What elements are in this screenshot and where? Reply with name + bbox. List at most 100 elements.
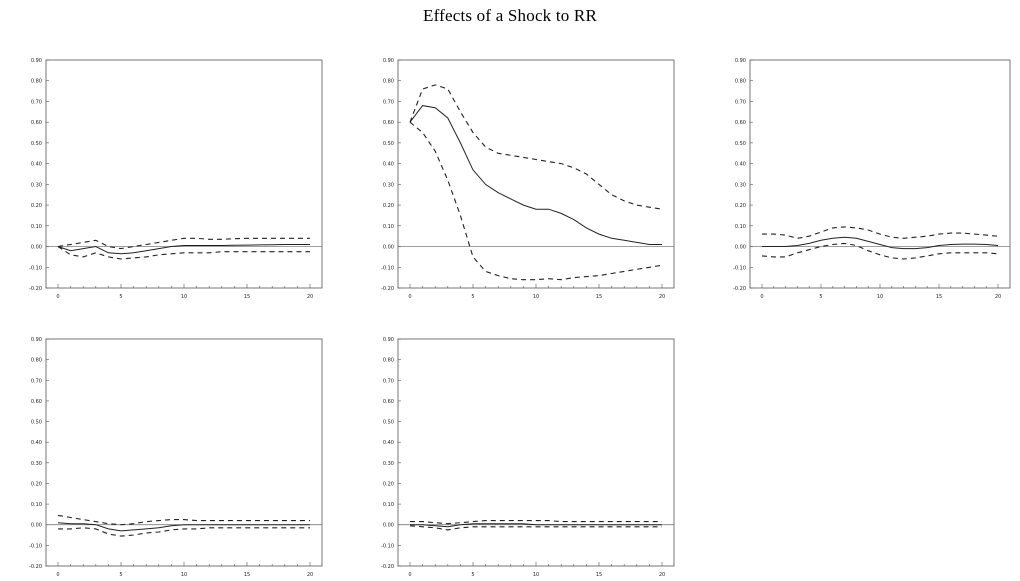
- y-tick-label: 0.30: [31, 182, 42, 188]
- panel-frame: [397, 338, 675, 567]
- x-tick-label: 15: [244, 294, 250, 300]
- y-tick-label: 0.40: [31, 162, 42, 168]
- y-tick-label: 0.00: [31, 523, 42, 529]
- panel-frame: [397, 59, 675, 289]
- y-tick-label: 0.40: [383, 440, 394, 446]
- response-line: [57, 244, 310, 255]
- x-tick-label: 0: [760, 294, 763, 300]
- y-tick-label: 0.60: [31, 399, 42, 405]
- y-tick-label: 0.80: [383, 358, 394, 364]
- y-tick-label: 0.10: [383, 502, 394, 508]
- upper-band-line: [57, 237, 310, 250]
- y-tick-label: 0.80: [31, 79, 42, 85]
- y-tick-label: 0.00: [735, 245, 746, 251]
- lower-band-line: [761, 242, 999, 260]
- x-tick-label: 5: [471, 294, 474, 300]
- y-tick-label: 0.90: [735, 58, 746, 64]
- y-tick-label: -0.20: [381, 286, 394, 292]
- panel-frame: [45, 338, 323, 567]
- x-tick-label: 20: [659, 572, 665, 578]
- x-tick-label: 5: [119, 294, 122, 300]
- x-tick-label: 10: [877, 294, 883, 300]
- panel-1: -0.20 -0.10 0.00 0.10 0.20 0.30 0.40 0.50 0.60 0.…: [29, 58, 323, 300]
- y-tick-label: 0.90: [31, 58, 42, 64]
- panel-2: -0.20 -0.10 0.00 0.10 0.20 0.30 0.40 0.50 0.60 0.…: [381, 58, 675, 300]
- y-tick-label: -0.20: [29, 286, 42, 292]
- response-line: [57, 522, 310, 532]
- x-tick-label: 20: [307, 572, 313, 578]
- y-tick-label: 0.90: [383, 58, 394, 64]
- y-tick-label: -0.10: [29, 543, 42, 549]
- y-tick-label: 0.10: [31, 224, 42, 230]
- y-tick-label: 0.60: [31, 120, 42, 126]
- panel-4: -0.20 -0.10 0.00 0.10 0.20 0.30 0.40 0.50 0.60 0.…: [29, 337, 323, 578]
- y-tick-label: 0.90: [31, 337, 42, 343]
- y-tick-label: 0.10: [31, 502, 42, 508]
- lower-band-line: [58, 527, 310, 537]
- y-tick-label: 0.50: [383, 141, 394, 147]
- y-tick-label: 0.10: [735, 224, 746, 230]
- upper-band-line: [409, 84, 663, 210]
- panel-frame: [45, 59, 323, 289]
- x-tick-label: 20: [307, 294, 313, 300]
- panel-5: -0.20 -0.10 0.00 0.10 0.20 0.30 0.40 0.50 0.60 0.…: [381, 337, 675, 578]
- y-tick-label: -0.10: [29, 265, 42, 271]
- y-tick-label: 0.60: [735, 120, 746, 126]
- panel-frame: [749, 59, 1011, 289]
- y-tick-label: 0.50: [735, 141, 746, 147]
- y-tick-label: 0.70: [383, 378, 394, 384]
- y-tick-label: 0.80: [735, 79, 746, 85]
- response-line: [410, 523, 662, 528]
- x-tick-label: 15: [244, 572, 250, 578]
- x-tick-label: 0: [408, 572, 411, 578]
- x-tick-label: 20: [659, 294, 665, 300]
- y-tick-label: 0.30: [31, 461, 42, 467]
- upper-band-line: [762, 226, 999, 239]
- y-tick-label: 0.00: [383, 523, 394, 529]
- x-tick-label: 15: [596, 572, 602, 578]
- y-tick-label: -0.20: [381, 564, 394, 570]
- y-tick-label: 0.30: [383, 461, 394, 467]
- x-tick-label: 0: [56, 294, 59, 300]
- x-tick-label: 10: [533, 294, 539, 300]
- y-tick-label: 0.80: [31, 358, 42, 364]
- response-line: [762, 236, 999, 250]
- response-line: [409, 105, 662, 245]
- y-tick-label: 0.20: [383, 481, 394, 487]
- y-tick-label: 0.10: [383, 224, 394, 230]
- lower-band-line: [409, 121, 663, 281]
- y-tick-label: 0.40: [735, 162, 746, 168]
- x-tick-label: 5: [819, 294, 822, 300]
- y-tick-label: 0.20: [735, 203, 746, 209]
- x-tick-label: 15: [596, 294, 602, 300]
- y-tick-label: -0.10: [381, 543, 394, 549]
- panel-3: -0.20 -0.10 0.00 0.10 0.20 0.30 0.40 0.50 0.60 0.…: [733, 58, 1011, 300]
- y-tick-label: 0.50: [31, 141, 42, 147]
- y-tick-label: 0.30: [735, 182, 746, 188]
- y-tick-label: 0.40: [383, 162, 394, 168]
- y-tick-label: -0.10: [381, 265, 394, 271]
- x-tick-label: 5: [119, 572, 122, 578]
- x-tick-label: 15: [936, 294, 942, 300]
- x-tick-label: 5: [471, 572, 474, 578]
- x-tick-label: 10: [181, 572, 187, 578]
- y-tick-label: -0.20: [29, 564, 42, 570]
- lower-band-line: [57, 246, 310, 260]
- y-tick-label: 0.60: [383, 399, 394, 405]
- y-tick-label: 0.20: [383, 203, 394, 209]
- x-tick-label: 10: [533, 572, 539, 578]
- y-tick-label: 0.70: [31, 378, 42, 384]
- y-tick-label: 0.20: [31, 481, 42, 487]
- y-tick-label: 0.00: [383, 245, 394, 251]
- y-tick-label: 0.70: [31, 99, 42, 105]
- y-tick-label: 0.70: [383, 99, 394, 105]
- y-tick-label: 0.40: [31, 440, 42, 446]
- y-tick-label: 0.70: [735, 99, 746, 105]
- y-tick-label: 0.30: [383, 182, 394, 188]
- x-tick-label: 0: [56, 572, 59, 578]
- y-tick-label: 0.00: [31, 245, 42, 251]
- lower-band-line: [409, 525, 662, 531]
- y-tick-label: 0.80: [383, 79, 394, 85]
- y-tick-label: 0.60: [383, 120, 394, 126]
